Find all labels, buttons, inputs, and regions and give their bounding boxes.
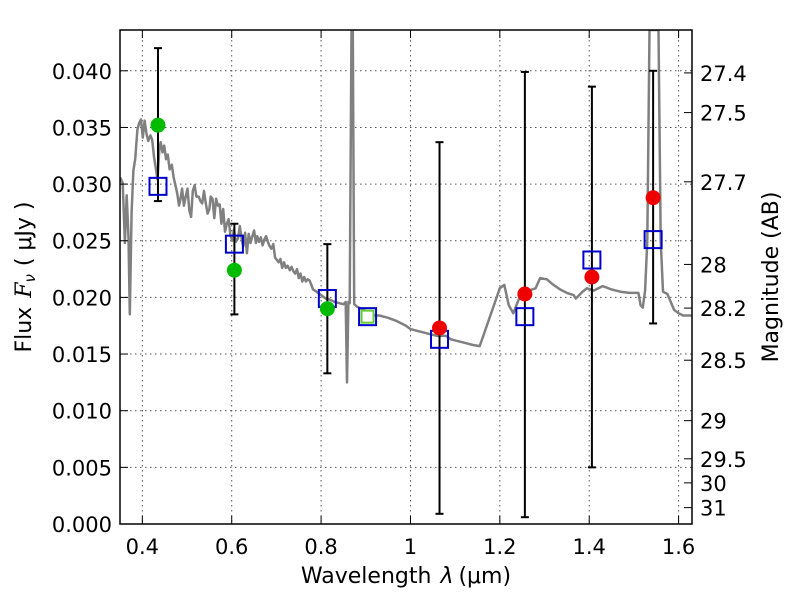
y-tick-label: 0.035 [52, 116, 112, 140]
upper-limit-point [432, 320, 448, 336]
y-tick-label: 0.025 [52, 230, 112, 254]
mag-tick-label: 27.4 [700, 62, 747, 86]
y-axis-title: Flux Fν ( μJy ) [12, 201, 39, 352]
x-tick-label: 1.4 [573, 535, 606, 559]
model-photometry-box [515, 307, 535, 327]
y-tick-label: 0.040 [52, 60, 112, 84]
mag-tick-label: 29 [700, 410, 727, 434]
y-tick-label: 0.010 [52, 400, 112, 424]
x-tick-label: 0.8 [304, 535, 337, 559]
x-tick-label: 0.4 [126, 535, 159, 559]
detection-point [150, 117, 166, 133]
photometry-dot-layer [150, 117, 661, 336]
mag-tick-label: 27.7 [700, 171, 747, 195]
y-tick-label: 0.000 [52, 513, 112, 537]
mag-tick-label: 31 [700, 497, 727, 521]
detection-point [226, 262, 242, 278]
upper-limit-point [517, 286, 533, 302]
upper-limit-point [584, 269, 600, 285]
y-axis-title-prefix: Flux [12, 307, 37, 353]
upper-limit-point [645, 190, 661, 206]
mag-tick-label: 27.5 [700, 102, 747, 126]
model-photometry-box [643, 230, 663, 250]
mag-tick-label: 28.2 [700, 297, 747, 321]
model-photometry-box [148, 176, 168, 196]
y2-axis-title: Magnitude (AB) [759, 192, 784, 363]
x-tick-label: 1.6 [662, 535, 695, 559]
model-photometry-box [582, 250, 602, 270]
mag-tick-label: 28.5 [700, 349, 747, 373]
model-box-layer [148, 176, 663, 349]
y-axis-title-symbol: F [12, 282, 37, 299]
y-axis-title-unit: ( μJy ) [12, 201, 37, 266]
axis-ticks: 0.4 0.6 0.8 1 1.2 1.4 1.6 0.000 0.005 0.010 0.015 0… [52, 30, 747, 559]
x-tick-label: 1 [404, 535, 417, 559]
y-tick-label: 0.005 [52, 456, 112, 480]
mag-tick-label: 28 [700, 253, 727, 277]
x-axis-title-unit: (μm) [458, 564, 511, 589]
mag-tick-label: 30 [700, 472, 727, 496]
y-tick-label: 0.030 [52, 173, 112, 197]
y-tick-label: 0.020 [52, 286, 112, 310]
detection-point [319, 301, 335, 317]
x-axis-title: Wavelength λ (μm) [301, 564, 511, 589]
y-axis-title-subscript: ν [21, 274, 39, 282]
y-tick-label: 0.015 [52, 343, 112, 367]
model-photometry-box [224, 234, 244, 254]
plot-frame [119, 29, 693, 525]
x-axis-title-prefix: Wavelength [301, 564, 432, 589]
mag-tick-label: 29.5 [700, 448, 747, 472]
x-axis-title-symbol: λ [439, 564, 453, 589]
x-tick-label: 1.2 [483, 535, 516, 559]
model-photometry-box [358, 307, 378, 327]
model-box-inner [360, 309, 375, 324]
x-tick-label: 0.6 [215, 535, 248, 559]
